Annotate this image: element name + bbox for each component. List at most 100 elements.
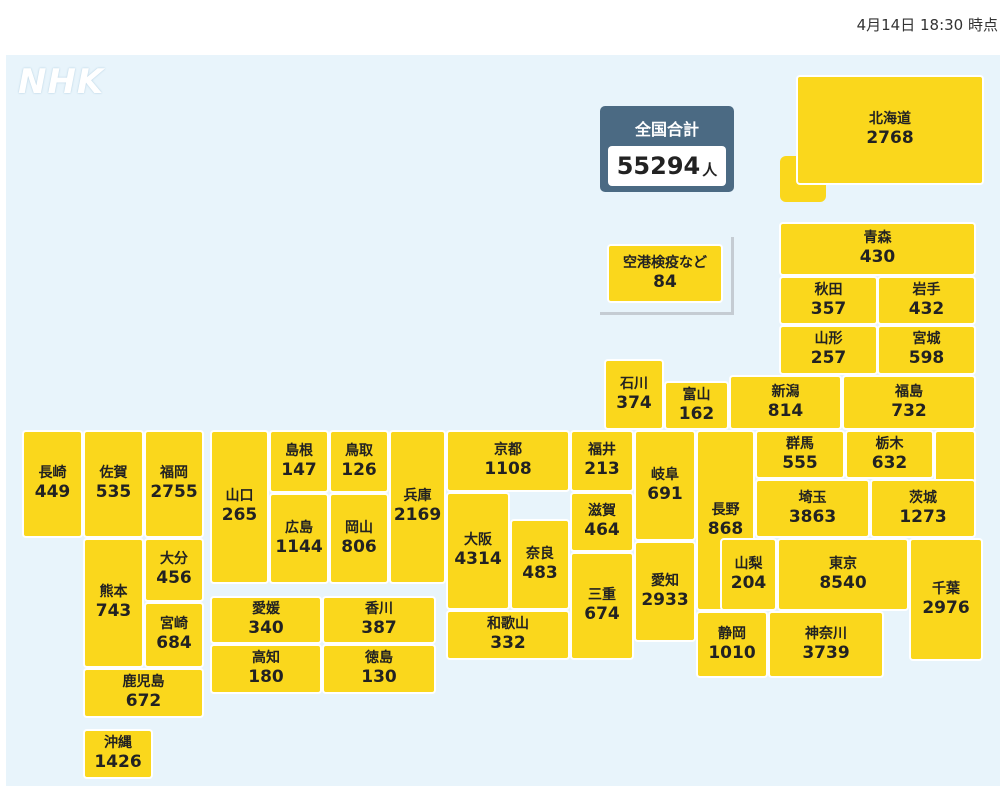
pref-name: 大分 [160,551,188,568]
pref-shizuoka[interactable]: 静岡 1010 [696,611,768,678]
pref-ishikawa[interactable]: 石川 374 [604,359,664,430]
pref-name: 茨城 [909,489,937,506]
pref-name: 石川 [620,375,648,392]
national-total-label: 全国合計 [634,120,699,139]
pref-yamanashi[interactable]: 山梨 204 [720,538,777,611]
pref-count: 814 [767,400,804,421]
pref-gifu[interactable]: 岐阜 691 [634,430,696,541]
airport-bracket-vertical [731,237,734,315]
pref-chiba[interactable]: 千葉 2976 [909,538,983,661]
pref-count: 1273 [899,506,947,527]
pref-count: 691 [647,483,683,504]
pref-tokyo[interactable]: 東京 8540 [777,538,909,611]
pref-name: 長野 [711,501,740,518]
pref-saga[interactable]: 佐賀 535 [83,430,144,538]
pref-okayama[interactable]: 岡山 806 [329,493,389,584]
pref-kanagawa[interactable]: 神奈川 3739 [768,611,884,678]
pref-name: 長崎 [38,465,67,482]
pref-count: 1144 [275,536,323,557]
pref-nagasaki[interactable]: 長崎 449 [22,430,83,538]
pref-name: 埼玉 [798,489,827,506]
pref-count: 1010 [708,642,756,663]
pref-fukuoka[interactable]: 福岡 2755 [144,430,204,538]
pref-count: 130 [361,667,397,688]
pref-count: 265 [221,505,258,526]
pref-count: 684 [156,633,192,654]
pref-count: 1426 [94,752,142,773]
pref-name: 岡山 [345,519,373,536]
pref-kyoto[interactable]: 京都 1108 [446,430,570,492]
pref-count: 555 [782,452,818,473]
pref-aomori[interactable]: 青森 430 [779,222,976,276]
pref-count: 374 [616,392,652,413]
pref-count: 464 [584,520,620,541]
pref-name: 滋賀 [588,503,616,520]
pref-toyama[interactable]: 富山 162 [664,381,729,430]
pref-shiga[interactable]: 滋賀 464 [570,492,634,552]
pref-kochi[interactable]: 高知 180 [210,644,322,694]
pref-name: 福井 [588,442,616,459]
pref-kagoshima[interactable]: 鹿児島 672 [83,668,204,718]
pref-count: 743 [95,601,132,622]
pref-name: 千葉 [932,580,960,597]
pref-count: 84 [653,271,677,292]
pref-niigata[interactable]: 新潟 814 [729,375,842,430]
pref-hyogo[interactable]: 兵庫 2169 [389,430,446,584]
pref-count: 674 [584,604,620,625]
pref-oita[interactable]: 大分 456 [144,538,204,602]
pref-tottori[interactable]: 鳥取 126 [329,430,389,493]
pref-name: 和歌山 [487,616,529,633]
pref-saitama[interactable]: 埼玉 3863 [755,479,870,538]
pref-iwate[interactable]: 岩手 432 [877,276,976,325]
pref-tokushima[interactable]: 徳島 130 [322,644,436,694]
pref-count: 2169 [393,505,442,526]
national-total-value: 55294 [616,152,701,180]
pref-name: 富山 [682,386,711,403]
pref-name: 島根 [285,442,313,459]
pref-kagawa[interactable]: 香川 387 [322,596,436,644]
pref-kumamoto[interactable]: 熊本 743 [83,538,144,668]
pref-nara[interactable]: 奈良 483 [510,519,570,610]
pref-akita[interactable]: 秋田 357 [779,276,878,325]
pref-ibaraki[interactable]: 茨城 1273 [870,479,976,538]
pref-hokkaido[interactable]: 北海道 2768 [796,75,984,185]
pref-gunma[interactable]: 群馬 555 [755,430,845,479]
pref-count: 2976 [922,597,970,618]
pref-name: 兵庫 [403,488,432,505]
pref-shimane[interactable]: 島根 147 [269,430,329,493]
national-total-value-box: 55294 人 [608,146,726,186]
pref-airport[interactable]: 空港検疫など 84 [607,244,723,303]
pref-count: 8540 [819,572,867,593]
pref-miyazaki[interactable]: 宮崎 684 [144,602,204,668]
pref-fukui[interactable]: 福井 213 [570,430,634,492]
pref-ehime[interactable]: 愛媛 340 [210,596,322,644]
pref-wakayama[interactable]: 和歌山 332 [446,610,570,660]
pref-name: 東京 [829,555,857,572]
pref-name: 山形 [814,331,843,348]
pref-count: 3739 [802,642,850,663]
national-total-unit: 人 [702,160,718,179]
pref-name: 広島 [285,519,313,536]
pref-count: 2933 [641,589,689,610]
pref-name: 宮崎 [160,616,188,633]
pref-name: 愛知 [651,572,679,589]
pref-aichi[interactable]: 愛知 2933 [634,541,696,642]
pref-osaka[interactable]: 大阪 4314 [446,492,510,610]
national-total-box: 全国合計 55294 人 [600,106,734,192]
pref-yamaguchi[interactable]: 山口 265 [210,430,269,584]
pref-name: 山口 [225,488,254,505]
pref-count: 147 [281,459,317,480]
pref-mie[interactable]: 三重 674 [570,552,634,660]
pref-name: 鹿児島 [122,674,165,691]
pref-name: 秋田 [814,281,843,298]
pref-count: 868 [707,518,744,539]
pref-name: 岩手 [912,281,941,298]
pref-name: 高知 [252,650,280,667]
pref-yamagata[interactable]: 山形 257 [779,325,878,375]
pref-fukushima[interactable]: 福島 732 [842,375,976,430]
pref-tochigi[interactable]: 栃木 632 [845,430,934,479]
pref-count: 672 [125,691,162,712]
pref-miyagi[interactable]: 宮城 598 [877,325,976,375]
pref-hiroshima[interactable]: 広島 1144 [269,493,329,584]
pref-okinawa[interactable]: 沖縄 1426 [83,729,153,779]
